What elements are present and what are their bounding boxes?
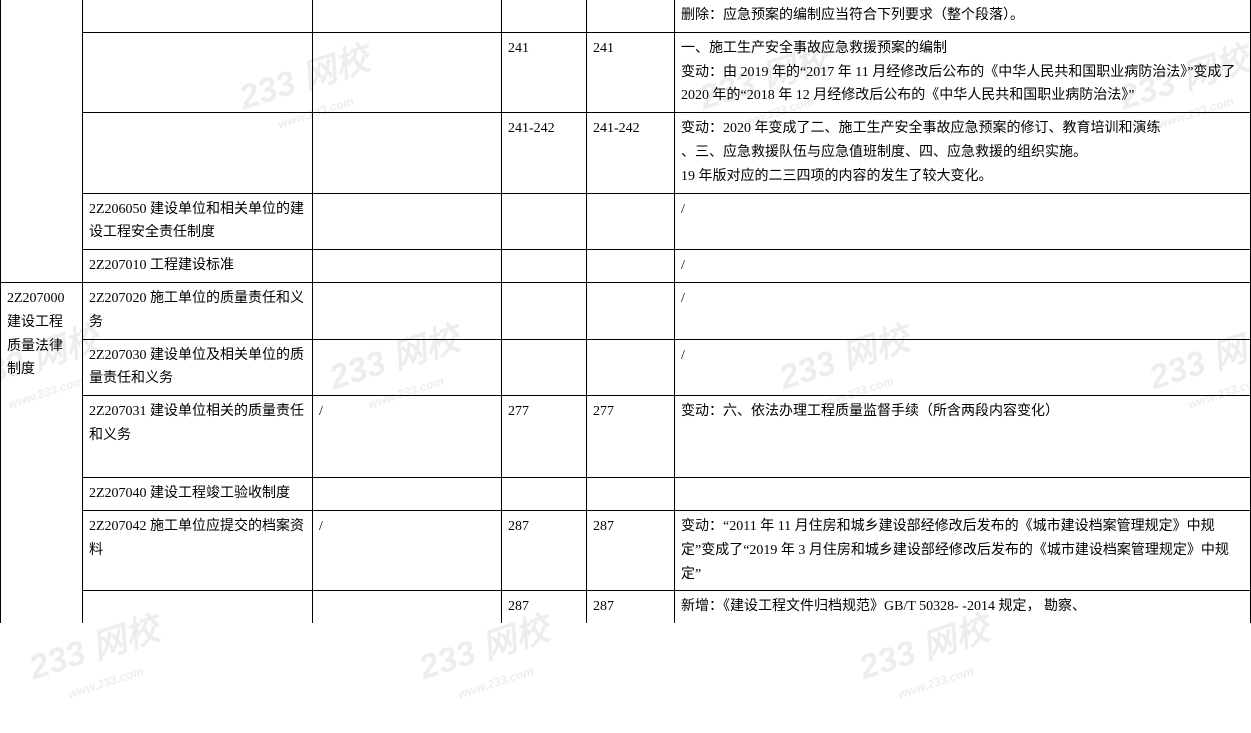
cell-page-a (502, 250, 587, 283)
cell-page-a: 287 (502, 591, 587, 623)
cell (313, 193, 502, 250)
cell-change: 变动：“2011 年 11 月住房和城乡建设部经修改后发布的《城市建设档案管理规… (675, 510, 1251, 590)
cell-page-b: 287 (587, 510, 675, 590)
cell (313, 282, 502, 339)
table-row: 2Z207000 建设工程质量法律制度 2Z207020 施工单位的质量责任和义… (1, 282, 1251, 339)
chapter-title: 建设工程质量法律制度 (7, 315, 63, 378)
cell-change: / (675, 339, 1251, 396)
cell-page-a (502, 282, 587, 339)
cell-page-b (587, 0, 675, 32)
table-row: 2Z207040 建设工程竣工验收制度 (1, 478, 1251, 511)
cell-change: 变动：六、依法办理工程质量监督手续（所含两段内容变化） (675, 396, 1251, 478)
cell (313, 0, 502, 32)
cell-page-a (502, 193, 587, 250)
cell-section: 2Z207020 施工单位的质量责任和义务 (83, 282, 313, 339)
chapter-cell-upper (1, 0, 83, 282)
cell (313, 250, 502, 283)
table-row: 2Z207030 建设单位及相关单位的质量责任和义务 / (1, 339, 1251, 396)
table-row: 2Z207031 建设单位相关的质量责任和义务 / 277 277 变动：六、依… (1, 396, 1251, 478)
cell-section: 2Z207040 建设工程竣工验收制度 (83, 478, 313, 511)
table-row: 2Z207042 施工单位应提交的档案资料 / 287 287 变动：“2011… (1, 510, 1251, 590)
cell-change: / (675, 193, 1251, 250)
cell-change: 新增：《建设工程文件归档规范》GB/T 50328- -2014 规定， 勘察、 (675, 591, 1251, 623)
cell-section (83, 113, 313, 193)
cell-page-b (587, 339, 675, 396)
cell-page-a: 241-242 (502, 113, 587, 193)
comparison-table: 删除：应急预案的编制应当符合下列要求（整个段落）。 241 241 一、施工生产… (0, 0, 1251, 623)
cell-section (83, 32, 313, 112)
cell-page-b (587, 250, 675, 283)
cell (313, 478, 502, 511)
cell (313, 591, 502, 623)
table-row: 2Z206050 建设单位和相关单位的建设工程安全责任制度 / (1, 193, 1251, 250)
table-row: 287 287 新增：《建设工程文件归档规范》GB/T 50328- -2014… (1, 591, 1251, 623)
cell-page-b (587, 478, 675, 511)
chapter-cell: 2Z207000 建设工程质量法律制度 (1, 282, 83, 623)
cell-section: 2Z207030 建设单位及相关单位的质量责任和义务 (83, 339, 313, 396)
cell-change: 删除：应急预案的编制应当符合下列要求（整个段落）。 (675, 0, 1251, 32)
cell-page-b: 277 (587, 396, 675, 478)
cell-page-b: 241-242 (587, 113, 675, 193)
cell-section: 2Z207031 建设单位相关的质量责任和义务 (83, 396, 313, 478)
cell (313, 339, 502, 396)
table-row: 2Z207010 工程建设标准 / (1, 250, 1251, 283)
cell-section: 2Z206050 建设单位和相关单位的建设工程安全责任制度 (83, 193, 313, 250)
cell-page-a (502, 478, 587, 511)
cell-page-a: 287 (502, 510, 587, 590)
cell-change: 一、施工生产安全事故应急救援预案的编制变动：由 2019 年的“2017 年 1… (675, 32, 1251, 112)
cell-page-a: 277 (502, 396, 587, 478)
table-row: 241-242 241-242 变动：2020 年变成了二、施工生产安全事故应急… (1, 113, 1251, 193)
cell-section (83, 0, 313, 32)
cell-change: / (675, 250, 1251, 283)
cell-section: 2Z207010 工程建设标准 (83, 250, 313, 283)
table-row: 241 241 一、施工生产安全事故应急救援预案的编制变动：由 2019 年的“… (1, 32, 1251, 112)
table-row: 删除：应急预案的编制应当符合下列要求（整个段落）。 (1, 0, 1251, 32)
cell-page-a (502, 0, 587, 32)
cell-page-b: 241 (587, 32, 675, 112)
cell-page-b: 287 (587, 591, 675, 623)
cell: / (313, 510, 502, 590)
cell-page-b (587, 193, 675, 250)
cell-change: / (675, 282, 1251, 339)
cell-change: 变动：2020 年变成了二、施工生产安全事故应急预案的修订、教育培训和演练、三、… (675, 113, 1251, 193)
cell (313, 32, 502, 112)
cell-section (83, 591, 313, 623)
cell-section: 2Z207042 施工单位应提交的档案资料 (83, 510, 313, 590)
document-page: 233 网校www.233.com 233 网校www.233.com 233 … (0, 0, 1251, 733)
cell (313, 113, 502, 193)
cell-page-b (587, 282, 675, 339)
cell: / (313, 396, 502, 478)
cell-change (675, 478, 1251, 511)
chapter-code: 2Z207000 (7, 291, 65, 306)
cell-page-a (502, 339, 587, 396)
cell-page-a: 241 (502, 32, 587, 112)
